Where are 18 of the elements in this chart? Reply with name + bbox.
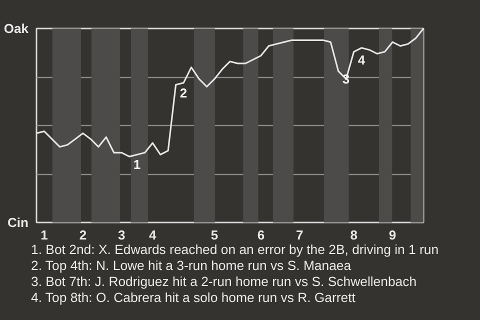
x-tick-label: 5 <box>210 228 218 242</box>
x-tick-label: 6 <box>257 228 265 242</box>
text: Cin <box>8 215 29 230</box>
annotation: 4 <box>358 52 366 68</box>
x-tick-label: 2 <box>79 228 87 242</box>
text: 4. Top 8th: O. Cabrera hit a solo home run vs R. Garrett <box>31 290 356 305</box>
annotation: 2 <box>180 85 188 100</box>
x-tick-label: 1 <box>40 228 48 242</box>
text: 3. Bot 7th: J. Rodriguez hit a 2-run home run vs S. Schwellenbach <box>31 274 417 289</box>
x-tick-label: 7 <box>296 228 304 242</box>
text: 2. Top 4th: N. Lowe hit a 3-run home run vs S. Manaea <box>31 258 352 273</box>
x-tick-label: 4 <box>148 228 157 242</box>
x-tick-label: 3 <box>118 228 126 242</box>
x-tick-label: 9 <box>388 228 396 242</box>
x-tick-label: 8 <box>350 228 358 242</box>
text: Oak <box>4 21 30 36</box>
annotation: 1 <box>133 157 141 172</box>
text: 1. Bot 2nd: X. Edwards reached on an error by the 2B, driving in 1 run <box>31 242 439 257</box>
